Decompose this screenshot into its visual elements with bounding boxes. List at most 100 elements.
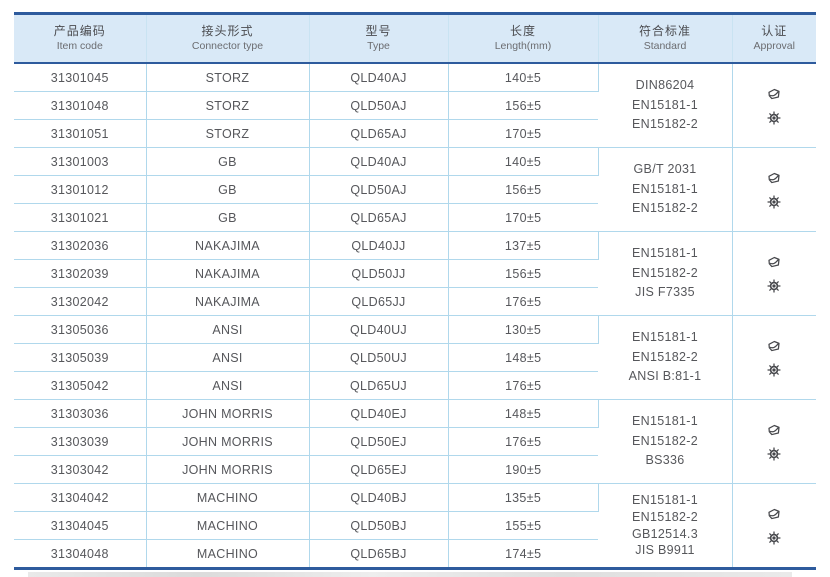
gear-seal-icon bbox=[767, 531, 781, 545]
connector-type-cell: GB bbox=[146, 147, 310, 176]
header-approval: 认证 Approval bbox=[732, 13, 816, 64]
header-type-en: Type bbox=[367, 39, 390, 52]
approval-cell bbox=[732, 147, 816, 232]
gear-seal-icon bbox=[767, 195, 781, 209]
connector-type-cell: JOHN MORRIS bbox=[146, 427, 310, 456]
item-code-cell: 31305036 bbox=[14, 315, 147, 344]
item-code-cell: 31301003 bbox=[14, 147, 147, 176]
standard-line: GB12514.3 bbox=[632, 526, 698, 541]
connector-type-cell: NAKAJIMA bbox=[146, 287, 310, 316]
standard-cell: EN15181-1 EN15182-2 ANSI B:81-1 bbox=[598, 315, 733, 400]
standard-line: EN15181-1 bbox=[632, 181, 698, 196]
length-cell: 140±5 bbox=[448, 63, 599, 92]
table-row: 31304048 MACHINO QLD65BJ 174±5 bbox=[14, 539, 816, 569]
type-cell: QLD50UJ bbox=[309, 343, 449, 372]
standard-line: EN15181-1 bbox=[632, 97, 698, 112]
length-cell: 135±5 bbox=[448, 483, 599, 512]
item-code-cell: 31304045 bbox=[14, 511, 147, 540]
table-row: 31303039 JOHN MORRIS QLD50EJ 176±5 bbox=[14, 427, 816, 456]
header-item-code-en: Item code bbox=[56, 39, 103, 52]
type-cell: QLD40UJ bbox=[309, 315, 449, 344]
standard-cell: EN15181-1 EN15182-2 JIS F7335 bbox=[598, 231, 733, 316]
connector-type-cell: ANSI bbox=[146, 315, 310, 344]
connector-type-cell: NAKAJIMA bbox=[146, 231, 310, 260]
gear-seal-icon bbox=[767, 279, 781, 293]
standard-line: JIS B9911 bbox=[635, 543, 695, 558]
length-cell: 176±5 bbox=[448, 287, 598, 316]
gear-seal-icon bbox=[767, 363, 781, 377]
standard-line: JIS F7335 bbox=[635, 285, 695, 300]
item-code-cell: 31302039 bbox=[14, 259, 147, 288]
standard-line: GB/T 2031 bbox=[633, 162, 697, 177]
table-row: 31304042 MACHINO QLD40BJ 135±5 EN15181-1… bbox=[14, 483, 816, 569]
table-row: 31302036 NAKAJIMA QLD40JJ 137±5 EN15181-… bbox=[14, 231, 816, 316]
type-cell: QLD50BJ bbox=[309, 511, 449, 540]
length-cell: 170±5 bbox=[448, 119, 598, 148]
standard-line: EN15182-2 bbox=[632, 509, 698, 524]
length-cell: 140±5 bbox=[448, 147, 599, 176]
standard-cell: EN15181-1 EN15182-2 GB12514.3 JIS B9911 bbox=[598, 483, 733, 569]
type-cell: QLD40EJ bbox=[309, 399, 449, 428]
approval-cell bbox=[732, 231, 816, 316]
connector-type-cell: STORZ bbox=[146, 119, 310, 148]
item-code-cell: 31302036 bbox=[14, 231, 147, 260]
standard-line: EN15181-1 bbox=[632, 330, 698, 345]
standard-line: EN15182-2 bbox=[632, 265, 698, 280]
item-code-cell: 31301051 bbox=[14, 119, 147, 148]
item-code-cell: 31304042 bbox=[14, 483, 147, 512]
gear-seal-icon bbox=[767, 111, 781, 125]
standard-line: BS336 bbox=[645, 453, 685, 468]
table-row: 31301045 STORZ QLD40AJ 140±5 DIN86204 EN… bbox=[14, 63, 816, 148]
item-code-cell: 31301012 bbox=[14, 175, 147, 204]
header-connector-type-zh: 接头形式 bbox=[201, 23, 254, 38]
table-row: 31301021 GB QLD65AJ 170±5 bbox=[14, 203, 816, 232]
length-cell: 148±5 bbox=[448, 343, 598, 372]
item-code-cell: 31305042 bbox=[14, 371, 147, 400]
item-code-cell: 31303039 bbox=[14, 427, 147, 456]
header-type-zh: 型号 bbox=[365, 23, 392, 38]
type-cell: QLD65BJ bbox=[309, 539, 449, 569]
length-cell: 130±5 bbox=[448, 315, 599, 344]
standard-cell: GB/T 2031 EN15181-1 EN15182-2 bbox=[598, 147, 733, 232]
length-cell: 190±5 bbox=[448, 455, 598, 484]
length-cell: 137±5 bbox=[448, 231, 599, 260]
connector-type-cell: MACHINO bbox=[146, 539, 310, 569]
type-cell: QLD40JJ bbox=[309, 231, 449, 260]
connector-type-cell: JOHN MORRIS bbox=[146, 455, 310, 484]
header-standard-zh: 符合标准 bbox=[638, 23, 691, 38]
header-length: 长度 Length(mm) bbox=[448, 13, 599, 64]
header-connector-type-en: Connector type bbox=[191, 39, 264, 52]
table-row: 31303042 JOHN MORRIS QLD65EJ 190±5 bbox=[14, 455, 816, 484]
type-cell: QLD65EJ bbox=[309, 455, 449, 484]
table-row: 31301051 STORZ QLD65AJ 170±5 bbox=[14, 119, 816, 148]
table-row: 31303036 JOHN MORRIS QLD40EJ 148±5 EN151… bbox=[14, 399, 816, 484]
approval-mark-icon bbox=[766, 507, 782, 522]
table-row: 31304045 MACHINO QLD50BJ 155±5 bbox=[14, 511, 816, 540]
connector-type-cell: GB bbox=[146, 203, 310, 232]
approval-cell bbox=[732, 315, 816, 400]
gear-seal-icon bbox=[767, 447, 781, 461]
standard-line: EN15181-1 bbox=[632, 246, 698, 261]
connector-type-cell: ANSI bbox=[146, 371, 310, 400]
standard-line: DIN86204 bbox=[635, 78, 695, 93]
header-standard: 符合标准 Standard bbox=[598, 13, 733, 64]
standard-cell: EN15181-1 EN15182-2 BS336 bbox=[598, 399, 733, 484]
table-row: 31301048 STORZ QLD50AJ 156±5 bbox=[14, 91, 816, 120]
length-cell: 148±5 bbox=[448, 399, 599, 428]
length-cell: 176±5 bbox=[448, 427, 598, 456]
type-cell: QLD40AJ bbox=[309, 147, 449, 176]
item-code-cell: 31303042 bbox=[14, 455, 147, 484]
type-cell: QLD40AJ bbox=[309, 63, 449, 92]
table-row: 31302042 NAKAJIMA QLD65JJ 176±5 bbox=[14, 287, 816, 316]
header-approval-zh: 认证 bbox=[761, 23, 788, 38]
type-cell: QLD65JJ bbox=[309, 287, 449, 316]
header-approval-en: Approval bbox=[753, 39, 795, 52]
approval-mark-icon bbox=[766, 423, 782, 438]
table-row: 31301012 GB QLD50AJ 156±5 bbox=[14, 175, 816, 204]
type-cell: QLD50AJ bbox=[309, 175, 449, 204]
length-cell: 156±5 bbox=[448, 259, 598, 288]
header-length-en: Length(mm) bbox=[494, 39, 552, 52]
standard-line: EN15182-2 bbox=[632, 201, 698, 216]
cropped-bottom-content bbox=[28, 572, 792, 577]
